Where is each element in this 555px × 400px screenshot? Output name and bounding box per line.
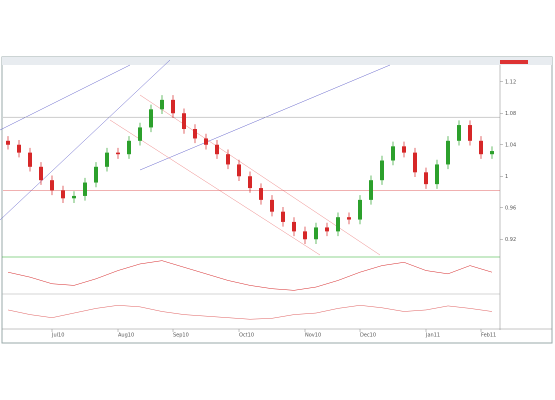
channel-line — [139, 64, 391, 171]
y-tick-label: 1.12 — [505, 79, 516, 85]
candle-body — [182, 113, 186, 129]
channel-line — [0, 64, 131, 131]
candle-body — [193, 129, 197, 139]
channel-line — [109, 119, 321, 256]
candle-body — [446, 140, 450, 165]
x-tick-label: Nov10 — [305, 333, 321, 339]
candle-body — [28, 152, 32, 167]
toolbar-button[interactable] — [500, 60, 528, 64]
indicator-line — [7, 305, 493, 320]
candle-body — [226, 154, 230, 165]
candle-body — [259, 188, 263, 200]
candle-body — [424, 172, 428, 185]
candle-body — [116, 152, 120, 155]
candle-body — [83, 182, 87, 196]
candle-body — [490, 151, 494, 155]
candle-body — [270, 199, 274, 212]
candle-body — [479, 140, 483, 155]
candle-body — [358, 199, 362, 220]
y-tick-label: 1.04 — [505, 142, 516, 148]
candle-body — [314, 227, 318, 240]
candle-body — [292, 221, 296, 232]
candle-body — [149, 109, 153, 128]
candle-body — [204, 138, 208, 145]
candle-body — [215, 144, 219, 155]
candle-body — [435, 164, 439, 185]
window-frame — [1, 56, 553, 344]
indicator-line — [7, 260, 493, 291]
candle-body — [336, 217, 340, 232]
y-tick-label: 0.92 — [505, 237, 516, 243]
candle-body — [402, 146, 406, 153]
x-tick-label: Dec10 — [360, 333, 376, 339]
candle-body — [171, 99, 175, 114]
candle-body — [347, 217, 351, 220]
x-tick-label: Aug10 — [118, 333, 134, 339]
candle-body — [6, 140, 10, 145]
x-tick-label: Feb11 — [481, 333, 496, 339]
candle-body — [237, 164, 241, 177]
channel-line — [0, 59, 171, 221]
candle-body — [391, 146, 395, 161]
candle-body — [281, 211, 285, 222]
candle-body — [413, 152, 417, 173]
candle-body — [94, 166, 98, 183]
candle-body — [61, 190, 65, 199]
candle-body — [380, 160, 384, 181]
candle-body — [160, 99, 164, 110]
x-tick-label: Oct10 — [239, 333, 254, 339]
candle-body — [138, 127, 142, 141]
candle-body — [39, 166, 43, 181]
y-tick-label: 1.08 — [505, 111, 516, 117]
candle-body — [303, 231, 307, 240]
candle-body — [127, 140, 131, 155]
candle-body — [50, 180, 54, 191]
candle-body — [325, 227, 329, 232]
candle-body — [457, 125, 461, 141]
x-tick-label: Jul10 — [51, 333, 64, 339]
candle-body — [369, 180, 373, 200]
y-tick-label: 0.96 — [505, 205, 516, 211]
x-tick-label: Jan11 — [425, 333, 440, 339]
candle-body — [468, 125, 472, 141]
x-tick-label: Sep10 — [173, 333, 189, 339]
candle-body — [105, 152, 109, 167]
toolbar[interactable] — [2, 57, 552, 65]
y-tick-label: 1 — [505, 174, 508, 180]
candle-body — [248, 176, 252, 189]
candle-body — [72, 195, 76, 199]
candle-body — [17, 144, 21, 153]
